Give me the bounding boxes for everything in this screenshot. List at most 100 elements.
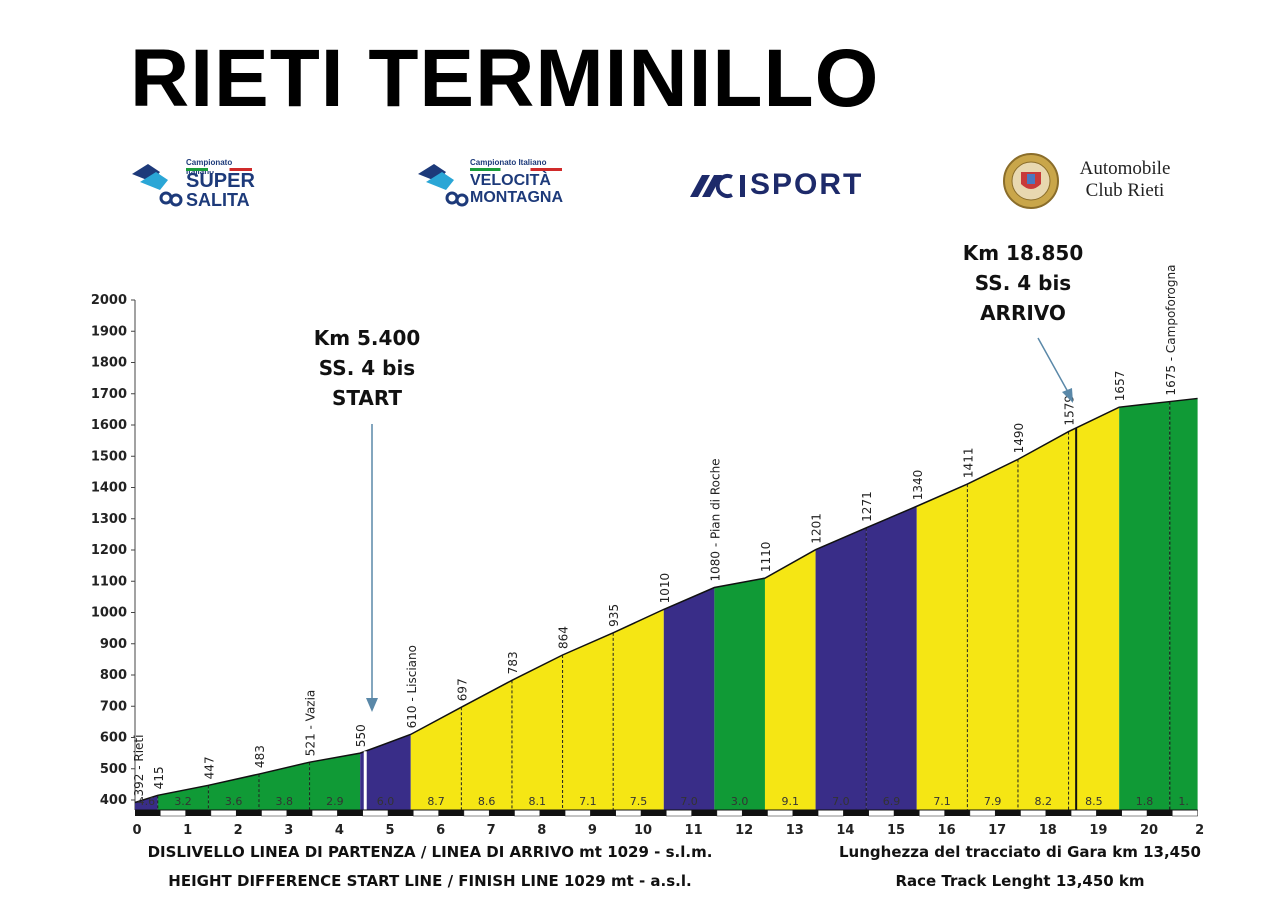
gradient-label: 1.8 <box>1136 795 1154 808</box>
x-tick-label: 8 <box>537 823 546 838</box>
x-tick-label: 4 <box>335 823 344 838</box>
altitude-label: 1110 <box>759 542 773 573</box>
altitude-label: 1201 <box>810 513 824 544</box>
scale-bar-black <box>1096 810 1122 816</box>
velocita-line1: VELOCITÀ <box>470 172 551 189</box>
altitude-label: 1657 <box>1113 371 1127 402</box>
y-tick-label: 600 <box>100 731 127 746</box>
footer-right: Lunghezza del tracciato di Gara km 13,45… <box>830 838 1210 896</box>
scale-bar-black <box>691 810 717 816</box>
profile-segment <box>613 609 664 810</box>
x-tick-label: 7 <box>487 823 496 838</box>
scale-bar-white <box>767 809 794 817</box>
club-name: Automobile Club Rieti <box>1072 158 1178 202</box>
scale-bar-black <box>894 810 920 816</box>
gradient-label: 3.6 <box>225 795 243 808</box>
scale-bar-white <box>261 809 288 817</box>
profile-segment <box>1119 401 1170 810</box>
scale-bar-black <box>388 810 414 816</box>
aci-sport-text: SPORT <box>750 168 864 201</box>
y-tick-label: 1800 <box>91 356 127 371</box>
x-tick-label: 12 <box>735 823 753 838</box>
profile-segment <box>511 655 563 810</box>
gradient-label: 8.5 <box>1085 795 1103 808</box>
profile-segment <box>866 506 917 810</box>
gradient-label: 7.0 <box>832 795 850 808</box>
gradient-label: 4.6 <box>138 795 156 808</box>
scale-bar-black <box>489 810 515 816</box>
y-tick-label: 1400 <box>91 481 127 496</box>
scale-bar-white <box>969 809 996 817</box>
y-tick-label: 400 <box>100 793 127 808</box>
x-tick-label: 10 <box>634 823 652 838</box>
scale-bar-white <box>1020 809 1047 817</box>
x-tick-label: 11 <box>685 823 703 838</box>
x-tick-label: 3 <box>284 823 293 838</box>
scale-bar-black <box>843 810 869 816</box>
scale-bar-black <box>792 810 819 816</box>
altitude-label: 521 - Vazia <box>304 690 318 756</box>
profile-segment <box>764 549 816 810</box>
profile-segment <box>135 795 158 810</box>
aci-sport-logo: SPORT <box>688 168 898 204</box>
profile-segment <box>815 527 867 810</box>
gradient-label: 8.1 <box>529 795 547 808</box>
super-salita-top: Campionato Italiano <box>186 158 233 176</box>
scale-bar-white <box>666 809 692 817</box>
x-tick-label: 14 <box>836 823 854 838</box>
profile-segment <box>157 785 209 810</box>
x-tick-label: 5 <box>385 823 394 838</box>
scale-bar-black <box>1147 810 1173 816</box>
scale-bar-white <box>514 809 541 817</box>
height-difference-en: HEIGHT DIFFERENCE START LINE / FINISH LI… <box>168 872 692 890</box>
gradient-label: 7.5 <box>630 795 648 808</box>
altitude-label: 1579 <box>1063 395 1077 426</box>
x-tick-label: 9 <box>588 823 597 838</box>
altitude-label: 697 <box>455 678 469 701</box>
profile-segment <box>461 680 512 810</box>
x-tick-label: 15 <box>887 823 905 838</box>
scale-bar-white <box>413 809 439 817</box>
altitude-label: 1340 <box>911 470 925 501</box>
scale-bar-white <box>615 809 642 817</box>
y-tick-label: 500 <box>100 762 127 777</box>
velocita-line2: MONTAGNA <box>470 189 564 206</box>
gradient-label: 8.2 <box>1035 795 1053 808</box>
altitude-label: 447 <box>202 756 216 779</box>
altitude-label: 483 <box>253 745 267 768</box>
start-km: Km 5.400 <box>313 326 421 350</box>
gradient-label: 3.2 <box>174 795 192 808</box>
x-tick-label: 18 <box>1039 823 1057 838</box>
gradient-label: 2.9 <box>326 795 344 808</box>
altitude-label: 1271 <box>860 491 874 522</box>
profile-segment <box>360 734 411 810</box>
scale-bar-black <box>135 810 161 816</box>
x-tick-label: 2 <box>1195 823 1204 838</box>
profile-outline <box>134 397 1198 804</box>
x-tick-label: 19 <box>1089 823 1107 838</box>
y-tick-label: 900 <box>100 637 127 652</box>
automobile-club-logo: Automobile Club Rieti <box>1002 152 1182 212</box>
scale-bar-black <box>539 810 566 816</box>
profile-segment <box>916 484 968 810</box>
profile-segment <box>1068 407 1120 810</box>
y-tick-label: 1500 <box>91 449 127 464</box>
x-tick-label: 20 <box>1140 823 1158 838</box>
scale-bar-black <box>286 810 313 816</box>
x-tick-label: 1 <box>183 823 192 838</box>
gradient-label: 7.1 <box>579 795 597 808</box>
profile-segment <box>410 707 462 810</box>
altitude-label: 415 <box>152 766 166 789</box>
scale-bar-white <box>1172 809 1198 817</box>
y-tick-label: 2000 <box>91 293 127 308</box>
altitude-label: 1675 - Campoforogna <box>1164 265 1178 396</box>
x-tick-label: 6 <box>436 823 445 838</box>
gradient-label: 7.0 <box>680 795 698 808</box>
altitude-label: 935 <box>607 604 621 627</box>
start-label: START <box>331 386 403 410</box>
scale-bar-white <box>868 809 895 817</box>
club-badge-icon <box>1003 153 1059 209</box>
altitude-label: 610 - Lisciano <box>405 645 419 728</box>
gradient-label: 8.7 <box>427 795 445 808</box>
y-tick-label: 1100 <box>91 574 127 589</box>
